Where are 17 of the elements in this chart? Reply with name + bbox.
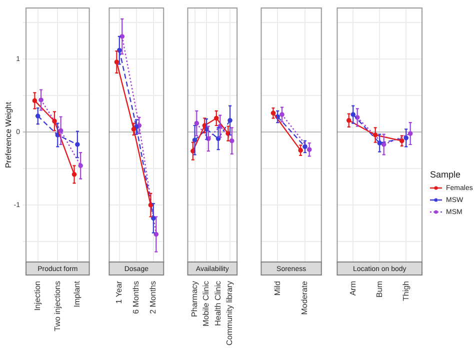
x-tick-label: Community library [225,281,234,346]
legend-title: Sample [430,169,461,180]
x-tick-label: Pharmacy [190,281,199,318]
y-axis-title: Preference Weight [4,101,14,168]
x-tick-label: 2 Months [148,281,158,314]
x-tick-label: Bum [374,280,384,298]
x-tick-label: 1 Year [114,280,124,304]
x-tick-label: Thigh [401,281,410,302]
x-tick-label: 6 Months [132,281,141,314]
x-tick-label: Mild [272,281,282,296]
x-tick-label: Injection [33,281,42,311]
x-tick-label: Arm [348,280,358,296]
x-tick-label: Two injections [52,281,62,332]
x-tick-label: Moderate [300,280,310,315]
x-tick-label: Mobile Clinic [202,281,211,326]
x-tick-label: Health Clinic [213,281,222,326]
x-tick-label: Implant [72,280,82,308]
